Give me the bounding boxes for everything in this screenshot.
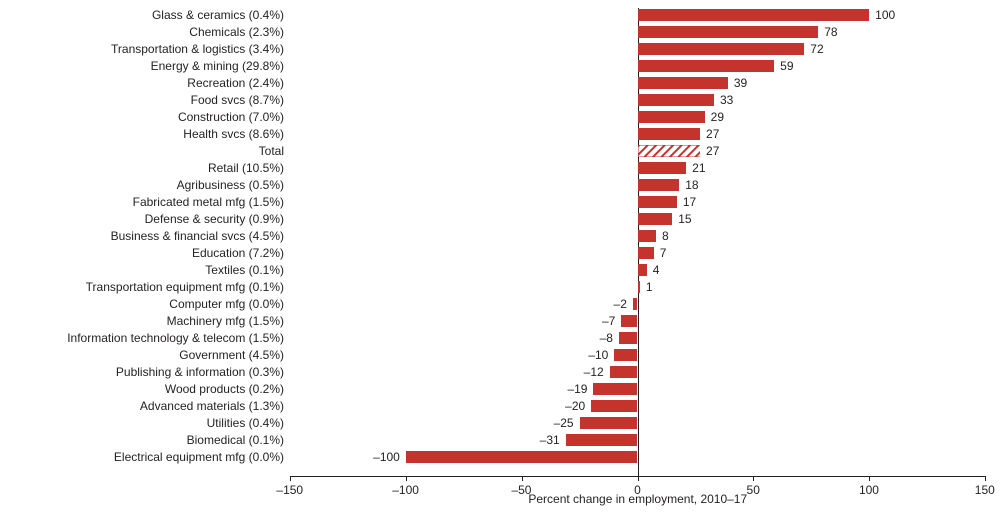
category-label: Construction (7.0%): [178, 111, 284, 123]
category-label: Utilities (0.4%): [207, 417, 284, 429]
bar: [638, 26, 819, 38]
value-label: 4: [653, 264, 660, 276]
x-tick-label: 150: [975, 484, 995, 496]
value-label: 27: [706, 128, 719, 140]
x-tick: [522, 476, 523, 481]
bar: [638, 60, 775, 72]
x-axis-title: Percent change in employment, 2010–17: [528, 493, 747, 505]
value-label: 1: [646, 281, 653, 293]
category-label: Transportation & logistics (3.4%): [111, 43, 284, 55]
x-tick: [406, 476, 407, 481]
bar: [638, 43, 805, 55]
value-label: –8: [600, 332, 613, 344]
value-label: 39: [734, 77, 747, 89]
bar: [591, 400, 637, 412]
bar: [638, 264, 647, 276]
bar: [638, 196, 677, 208]
x-tick-label: –100: [392, 484, 419, 496]
bar: [638, 9, 870, 21]
bar: [638, 162, 687, 174]
bar: [610, 366, 638, 378]
value-label: –100: [373, 451, 400, 463]
bar: [566, 434, 638, 446]
value-label: –2: [614, 298, 627, 310]
value-label: 100: [875, 9, 895, 21]
category-label: Textiles (0.1%): [205, 264, 284, 276]
category-label: Government (4.5%): [179, 349, 284, 361]
x-tick-label: 100: [859, 484, 879, 496]
category-label: Agribusiness (0.5%): [177, 179, 284, 191]
category-label: Wood products (0.2%): [165, 383, 284, 395]
bar: [633, 298, 638, 310]
x-tick: [290, 476, 291, 481]
category-label: Defense & security (0.9%): [145, 213, 284, 225]
employment-change-chart: –150–100–50050100150Percent change in em…: [0, 0, 1000, 517]
category-label: Education (7.2%): [192, 247, 284, 259]
bar: [638, 77, 728, 89]
bar-hatched: [638, 145, 701, 157]
value-label: 27: [706, 145, 719, 157]
category-label: Information technology & telecom (1.5%): [67, 332, 284, 344]
value-label: –12: [584, 366, 604, 378]
value-label: –10: [588, 349, 608, 361]
category-label: Energy & mining (29.8%): [151, 60, 284, 72]
value-label: 17: [683, 196, 696, 208]
value-label: 7: [660, 247, 667, 259]
category-label: Chemicals (2.3%): [189, 26, 284, 38]
x-tick: [869, 476, 870, 481]
category-label: Electrical equipment mfg (0.0%): [114, 451, 284, 463]
value-label: 21: [692, 162, 705, 174]
category-label: Transportation equipment mfg (0.1%): [86, 281, 284, 293]
bar: [638, 247, 654, 259]
category-label: Recreation (2.4%): [187, 77, 284, 89]
bar: [638, 213, 673, 225]
value-label: 8: [662, 230, 669, 242]
category-label: Retail (10.5%): [208, 162, 284, 174]
value-label: –25: [554, 417, 574, 429]
value-label: 29: [711, 111, 724, 123]
value-label: –19: [567, 383, 587, 395]
category-label: Food svcs (8.7%): [191, 94, 284, 106]
value-label: 33: [720, 94, 733, 106]
category-label: Machinery mfg (1.5%): [167, 315, 284, 327]
bar: [614, 349, 637, 361]
value-label: –7: [602, 315, 615, 327]
x-tick-label: –150: [276, 484, 303, 496]
bar: [580, 417, 638, 429]
bar: [638, 230, 657, 242]
value-label: 78: [824, 26, 837, 38]
x-tick: [638, 476, 639, 481]
bar: [593, 383, 637, 395]
value-label: –20: [565, 400, 585, 412]
bar: [619, 332, 638, 344]
value-label: 59: [780, 60, 793, 72]
category-label: Advanced materials (1.3%): [140, 400, 284, 412]
x-tick-label: 50: [747, 484, 760, 496]
category-label: Biomedical (0.1%): [187, 434, 284, 446]
x-tick: [753, 476, 754, 481]
value-label: 72: [810, 43, 823, 55]
category-label: Health svcs (8.6%): [183, 128, 284, 140]
bar: [638, 179, 680, 191]
category-label: Fabricated metal mfg (1.5%): [133, 196, 284, 208]
value-label: –31: [540, 434, 560, 446]
category-label: Glass & ceramics (0.4%): [152, 9, 284, 21]
bar: [638, 111, 705, 123]
category-label: Total: [259, 145, 284, 157]
category-label: Publishing & information (0.3%): [116, 366, 284, 378]
bar: [638, 128, 701, 140]
bar: [621, 315, 637, 327]
bar: [638, 281, 640, 293]
value-label: 18: [685, 179, 698, 191]
x-tick: [985, 476, 986, 481]
bar: [406, 451, 638, 463]
value-label: 15: [678, 213, 691, 225]
bar: [638, 94, 714, 106]
category-label: Business & financial svcs (4.5%): [111, 230, 284, 242]
category-label: Computer mfg (0.0%): [169, 298, 284, 310]
